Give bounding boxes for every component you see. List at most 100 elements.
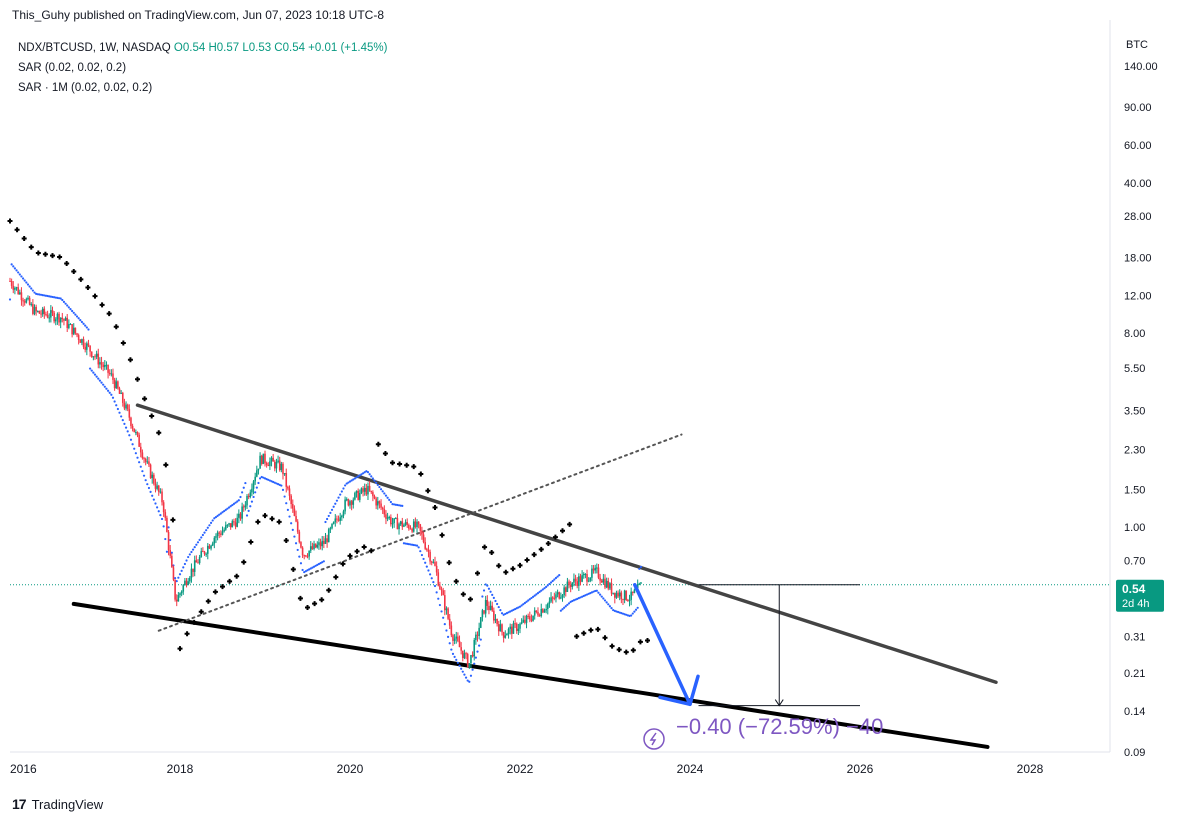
candle-body <box>383 509 386 515</box>
sar-weekly-dot <box>639 565 643 568</box>
current-price-value: 0.54 <box>1122 582 1146 596</box>
sar-monthly-dot <box>113 324 119 330</box>
trendline-upper[interactable] <box>135 403 998 685</box>
candle-body <box>424 542 426 549</box>
sar-monthly-dot <box>375 441 381 447</box>
candle-body <box>76 333 78 336</box>
price-tick-label: 8.00 <box>1124 328 1145 340</box>
sar-weekly-dot <box>415 544 419 547</box>
sar-monthly-dot <box>35 250 41 256</box>
candle-body <box>262 453 265 464</box>
sar-monthly-dot <box>255 519 261 525</box>
price-tick-label: 12.00 <box>1124 290 1152 302</box>
candle-body <box>290 495 292 505</box>
sar-weekly-dot <box>545 585 548 588</box>
sar-weekly-dot <box>28 285 31 288</box>
candle-body <box>193 560 196 572</box>
sar-weekly-dot <box>69 308 72 311</box>
candle-body <box>488 605 490 611</box>
candle-body <box>512 623 515 634</box>
sar-weekly-dot <box>121 419 124 422</box>
sar-weekly-dot <box>77 317 80 320</box>
sar-weekly-dot <box>13 267 17 270</box>
sar-weekly-dot <box>208 524 211 527</box>
sar-weekly-dot <box>404 542 407 545</box>
candle-body <box>113 379 116 389</box>
sar-weekly-dot <box>48 295 51 298</box>
sar-weekly-dot <box>489 590 492 593</box>
sar-weekly-dot <box>602 597 605 600</box>
candle-body <box>198 556 201 564</box>
sar-weekly-dot <box>536 592 540 595</box>
candle-body <box>414 521 417 528</box>
candle-body <box>28 297 31 305</box>
candle-body <box>192 568 194 572</box>
sar-indicator-label[interactable]: SAR (0.02, 0.02, 0.2) <box>18 62 127 74</box>
sar-weekly-dot <box>406 542 409 545</box>
candle-body <box>213 537 216 544</box>
sar-weekly-dot <box>61 298 64 302</box>
sar-monthly-dot <box>290 566 296 572</box>
candle-body <box>234 522 237 527</box>
sar-weekly-dot <box>383 492 386 495</box>
sar-weekly-dot <box>87 328 90 331</box>
sar-weekly-dot <box>311 566 314 569</box>
candle-body <box>592 568 595 571</box>
time-tick-label: 2028 <box>1017 762 1044 776</box>
candle-body <box>509 626 511 629</box>
candle-body <box>107 364 109 373</box>
sar-monthly-dot <box>432 505 438 511</box>
candle-body <box>202 551 204 553</box>
candle-body <box>553 597 556 599</box>
sar-weekly-dot <box>631 612 634 615</box>
sar-weekly-dot <box>133 447 136 450</box>
sar-weekly-dot <box>250 500 254 503</box>
sar-weekly-dot <box>209 521 213 524</box>
candle-body <box>23 301 26 303</box>
publish-header: This_Guhy published on TradingView.com, … <box>12 8 384 22</box>
symbol-label[interactable]: NDX/BTCUSD, 1W, NASDAQ <box>18 42 171 54</box>
candle-body <box>458 640 461 648</box>
candle-body <box>594 567 596 571</box>
sar-weekly-dot <box>286 508 289 511</box>
sar-weekly-dot <box>88 367 92 370</box>
sar-weekly-dot <box>131 443 134 446</box>
lightning-icon[interactable] <box>643 728 665 750</box>
tradingview-logo-icon[interactable]: 17 <box>12 796 27 812</box>
candle-body <box>161 491 163 503</box>
candle-body <box>35 306 37 312</box>
sar-weekly-dot <box>409 543 412 546</box>
candle-body <box>573 578 575 583</box>
candle-body <box>550 597 552 602</box>
sar-weekly-dot <box>445 629 448 632</box>
candle-body <box>102 364 104 368</box>
sar-weekly-dot <box>463 673 466 676</box>
trendlines[interactable] <box>71 403 998 749</box>
sar-weekly-dot <box>46 294 49 298</box>
drawings[interactable]: −0.40 (−72.59%) −40 <box>633 583 884 750</box>
candle-body <box>256 470 258 477</box>
sar-weekly-dot <box>106 389 110 392</box>
candle-body <box>210 545 212 549</box>
sar-weekly-dot <box>216 514 219 517</box>
sar-weekly-dot <box>98 379 102 382</box>
candle-body <box>148 461 150 465</box>
sar-monthly-indicator-label[interactable]: SAR · 1M (0.02, 0.02, 0.2) <box>18 82 153 94</box>
sar-monthly-dot <box>248 539 254 545</box>
trendline-lower[interactable] <box>71 601 990 749</box>
candle-body <box>440 589 443 591</box>
sar-weekly-dot <box>206 526 209 529</box>
candle-body <box>584 574 587 576</box>
sar-weekly-dot <box>365 470 368 473</box>
candle-body <box>533 610 536 616</box>
candle-body <box>48 317 51 319</box>
sar-weekly-dot <box>471 668 474 671</box>
candle-body <box>421 530 423 535</box>
sar-weekly-dot <box>134 452 137 455</box>
candle-body <box>586 574 588 582</box>
tradingview-brand[interactable]: TradingView <box>31 796 104 812</box>
sar-weekly-dot <box>595 589 598 592</box>
sar-monthly-dot <box>14 227 20 233</box>
projection-arrow[interactable] <box>633 583 692 707</box>
